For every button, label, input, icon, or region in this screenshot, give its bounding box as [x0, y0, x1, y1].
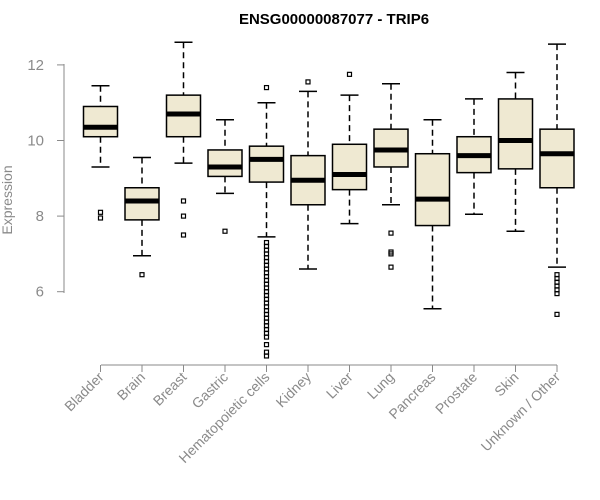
box-group — [290, 79, 326, 270]
plot-area — [82, 41, 575, 359]
outlier-point — [263, 353, 270, 359]
x-tick-label: Skin — [491, 369, 522, 400]
chart-title: ENSG00000087077 - TRIP6 — [239, 11, 429, 28]
outlier-point — [97, 209, 104, 215]
y-ticks: 6 8 10 12 — [27, 57, 64, 301]
box-group — [207, 118, 243, 234]
box — [539, 128, 575, 189]
x-tick-label: Liver — [323, 369, 356, 402]
outlier-point — [180, 213, 187, 219]
box — [248, 145, 285, 183]
box-group — [165, 41, 202, 238]
box-group — [497, 71, 534, 232]
box-group — [82, 84, 119, 221]
y-axis-label: Expression — [0, 165, 15, 234]
box — [497, 98, 534, 170]
box-group — [248, 84, 285, 359]
outlier-point — [346, 71, 353, 77]
outlier-point — [263, 342, 270, 348]
x-tick-label: Bladder — [61, 369, 107, 415]
box — [124, 187, 160, 221]
box — [207, 149, 243, 178]
box-group — [331, 71, 368, 225]
outlier-point — [180, 198, 187, 204]
outlier-point — [305, 79, 311, 85]
outlier-point — [222, 228, 228, 234]
outlier-point — [554, 311, 560, 317]
outlier-point — [139, 272, 145, 278]
box-group — [124, 156, 160, 278]
outlier-point — [388, 264, 394, 270]
box — [82, 105, 119, 138]
outlier-point — [263, 84, 270, 91]
box-group — [456, 98, 492, 215]
outlier-point — [554, 290, 560, 297]
y-tick-label: 8 — [36, 208, 44, 225]
x-tick-label: Brain — [114, 369, 148, 403]
x-tick-label: Kidney — [273, 369, 315, 411]
box — [331, 143, 368, 191]
x-tick-label: Prostate — [432, 369, 480, 417]
outlier-point — [388, 251, 394, 257]
box — [414, 152, 451, 227]
outlier-point — [388, 230, 394, 236]
outlier-point — [180, 232, 187, 238]
x-tick-label: Lung — [364, 369, 397, 402]
x-tick-label: Unknown / Other — [478, 369, 564, 455]
x-tick-label: Breast — [150, 369, 190, 409]
y-tick-label: 6 — [36, 284, 44, 301]
outlier-point — [263, 334, 270, 340]
box-group — [539, 43, 575, 317]
box-group — [414, 118, 451, 310]
box-group — [373, 83, 409, 270]
outlier-point — [97, 215, 104, 221]
y-tick-label: 12 — [27, 57, 44, 74]
y-tick-label: 10 — [27, 133, 44, 150]
